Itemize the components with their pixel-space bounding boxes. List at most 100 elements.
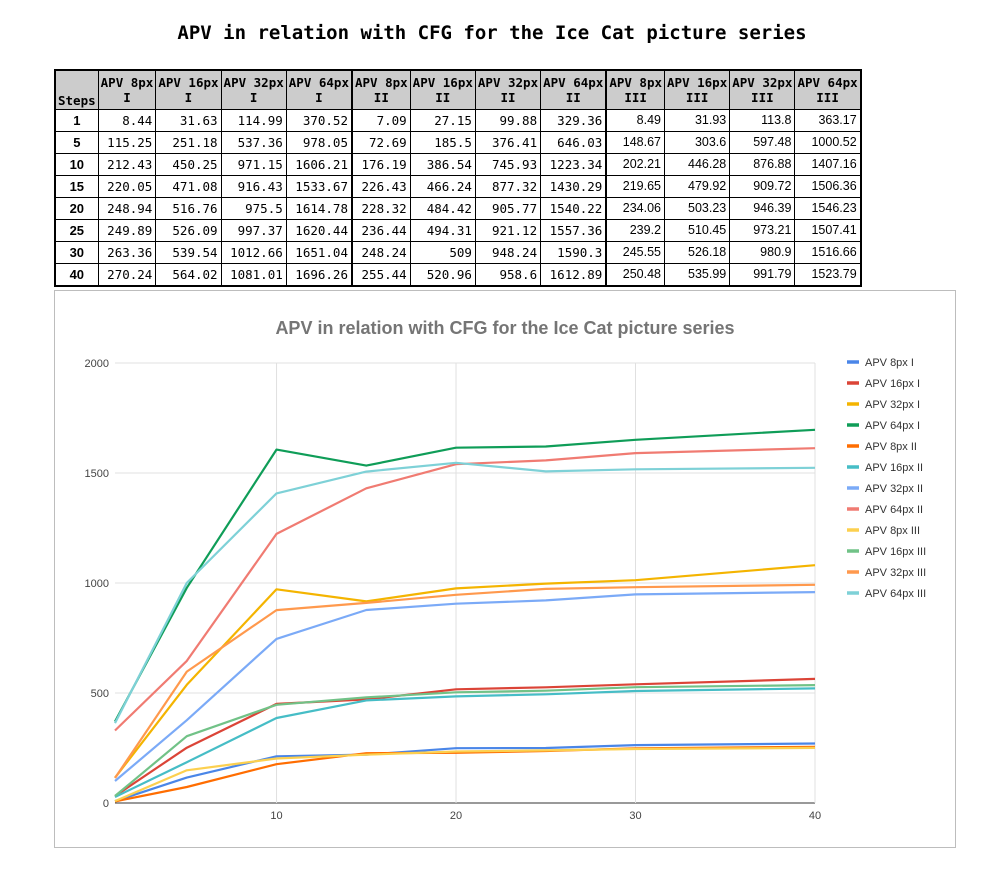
table-cell: 510.45 xyxy=(664,219,731,242)
y-tick-label: 2000 xyxy=(85,358,109,370)
table-cell: 249.89 xyxy=(97,219,157,242)
legend-label: APV 64px I xyxy=(865,420,920,432)
table-cell: 234.06 xyxy=(605,197,666,220)
table-cell: 1620.44 xyxy=(285,219,353,242)
table-header-steps: Steps xyxy=(54,69,99,110)
table-cell: 1651.04 xyxy=(285,241,353,264)
table-cell: 535.99 xyxy=(664,263,731,287)
legend-label: APV 64px II xyxy=(865,504,923,516)
table-row: 5 115.25 251.18 537.36 978.05 72.69 185.5 376.4… xyxy=(54,131,862,154)
header-group-label: III xyxy=(751,90,774,105)
x-tick-label: 30 xyxy=(629,810,641,822)
table-cell: 509 xyxy=(409,241,476,264)
header-series-label: APV 8px xyxy=(609,75,663,90)
step-cell: 1 xyxy=(54,109,99,132)
table-cell: 479.92 xyxy=(664,175,731,198)
step-cell: 15 xyxy=(54,175,99,198)
table-cell: 8.44 xyxy=(97,109,157,132)
header-group-label: II xyxy=(373,90,389,105)
series-line xyxy=(114,428,816,723)
table-cell: 978.05 xyxy=(285,131,353,154)
table-cell: 1590.3 xyxy=(540,241,607,264)
y-tick-label: 1500 xyxy=(85,468,109,480)
table-cell: 450.25 xyxy=(155,153,222,176)
header-group-label: III xyxy=(685,90,709,105)
table-cell: 909.72 xyxy=(729,175,796,198)
table-cell: 520.96 xyxy=(409,263,476,287)
legend-label: APV 16px I xyxy=(865,378,920,390)
table-cell: 255.44 xyxy=(350,263,411,287)
series-line xyxy=(114,591,816,782)
step-cell: 20 xyxy=(54,197,99,220)
table-cell: 1523.79 xyxy=(794,263,862,287)
table-cell: 471.08 xyxy=(155,175,222,198)
legend-label: APV 8px II xyxy=(865,441,917,453)
table-cell: 250.48 xyxy=(605,263,666,287)
table-cell: 386.54 xyxy=(409,153,476,176)
table-cell: 539.54 xyxy=(155,241,222,264)
table-cell: 1557.36 xyxy=(540,219,607,242)
table-cell: 1223.34 xyxy=(540,153,607,176)
table-cell: 270.24 xyxy=(97,263,157,287)
header-series-label: APV 8px xyxy=(354,75,408,90)
table-cell: 980.9 xyxy=(729,241,796,264)
header-group-label: I xyxy=(315,90,323,105)
table-row: 20 248.94 516.76 975.5 1614.78 228.32 484.42 90… xyxy=(54,197,862,220)
table-cell: 446.28 xyxy=(664,153,731,176)
table-cell: 376.41 xyxy=(474,131,542,154)
table-cell: 975.5 xyxy=(220,197,287,220)
table-cell: 905.77 xyxy=(474,197,542,220)
table-header-cell: APV 8px III xyxy=(605,69,666,110)
table-cell: 251.18 xyxy=(155,131,222,154)
legend-label: APV 64px III xyxy=(865,588,926,600)
table-cell: 363.17 xyxy=(794,109,862,132)
table-cell: 220.05 xyxy=(97,175,157,198)
header-series-label: APV 16px xyxy=(667,75,728,90)
line-chart: APV in relation with CFG for the Ice Cat… xyxy=(85,318,927,822)
series-line xyxy=(114,461,816,724)
table-cell: 219.65 xyxy=(605,175,666,198)
table-cell: 1000.52 xyxy=(794,131,862,154)
table-header-cell: APV 8px II xyxy=(350,69,411,110)
table-row: 25 249.89 526.09 997.37 1620.44 236.44 494.31 9… xyxy=(54,219,862,242)
table-header-cell: APV 32px I xyxy=(220,69,287,110)
data-table: Steps APV 8px I APV 16px I APV 32px I APV 64px I… xyxy=(54,69,862,287)
table-cell: 1430.29 xyxy=(540,175,607,198)
table-cell: 7.09 xyxy=(350,109,411,132)
table-cell: 202.21 xyxy=(605,153,666,176)
table-cell: 537.36 xyxy=(220,131,287,154)
table-cell: 245.55 xyxy=(605,241,666,264)
header-group-label: II xyxy=(565,90,581,105)
series-line xyxy=(114,447,816,732)
table-cell: 239.2 xyxy=(605,219,666,242)
header-group-label: I xyxy=(184,90,193,105)
table-header-cell: APV 16px II xyxy=(409,69,476,110)
table-row: 10 212.43 450.25 971.15 1606.21 176.19 386.54 7… xyxy=(54,153,862,176)
header-group-label: I xyxy=(249,90,258,105)
table-cell: 916.43 xyxy=(220,175,287,198)
table-cell: 115.25 xyxy=(97,131,157,154)
chart-title: APV in relation with CFG for the Ice Cat… xyxy=(275,318,734,338)
table-cell: 226.43 xyxy=(350,175,411,198)
x-tick-label: 10 xyxy=(270,810,282,822)
table-cell: 113.8 xyxy=(729,109,796,132)
table-cell: 946.39 xyxy=(729,197,796,220)
header-series-label: APV 32px xyxy=(477,75,539,90)
table-cell: 948.24 xyxy=(474,241,542,264)
table-cell: 1606.21 xyxy=(285,153,353,176)
legend-label: APV 16px II xyxy=(865,462,923,474)
table-cell: 185.5 xyxy=(409,131,476,154)
table-header-cell: APV 64px I xyxy=(285,69,353,110)
legend-label: APV 32px II xyxy=(865,483,923,495)
series-line xyxy=(114,742,816,803)
table-cell: 248.94 xyxy=(97,197,157,220)
step-cell: 30 xyxy=(54,241,99,264)
header-series-label: APV 16px xyxy=(158,75,219,90)
header-series-label: APV 32px xyxy=(732,75,793,90)
series-line xyxy=(114,745,816,803)
table-cell: 114.99 xyxy=(220,109,287,132)
step-cell: 5 xyxy=(54,131,99,154)
table-cell: 597.48 xyxy=(729,131,796,154)
table-cell: 8.49 xyxy=(605,109,666,132)
legend-label: APV 32px III xyxy=(865,567,926,579)
